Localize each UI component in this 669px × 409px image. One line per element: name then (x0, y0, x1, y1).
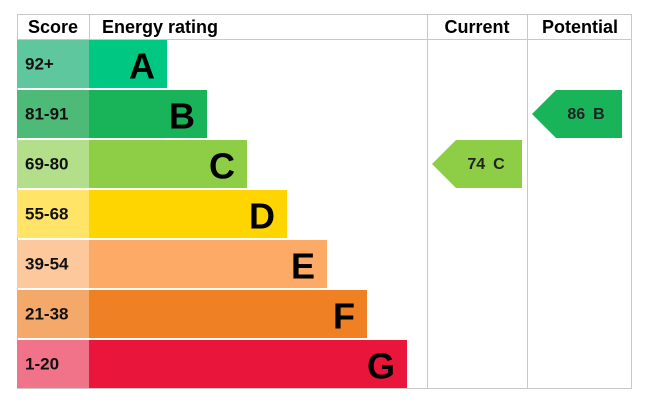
rating-bar (89, 90, 207, 138)
score-label: 21-38 (25, 305, 68, 324)
rating-letter: D (249, 196, 275, 237)
current-label: 74 C (467, 156, 505, 173)
header-current: Current (444, 17, 509, 37)
score-label: 81-91 (25, 105, 68, 124)
score-cell (17, 190, 89, 238)
score-label: 92+ (25, 55, 54, 74)
rating-letter: C (209, 146, 235, 187)
header-potential: Potential (542, 17, 618, 37)
score-cell (17, 90, 89, 138)
current-score: 74 (467, 156, 485, 173)
potential-letter: B (593, 106, 605, 123)
header-score: Score (28, 17, 78, 37)
score-cell (17, 340, 89, 388)
rating-bar (89, 240, 327, 288)
score-cell (17, 40, 89, 88)
rating-bar (89, 340, 407, 388)
potential-label: 86 B (567, 106, 604, 123)
rating-letter: G (367, 346, 395, 387)
potential-arrow (532, 90, 622, 138)
score-label: 69-80 (25, 155, 68, 174)
rating-letter: A (129, 46, 155, 87)
score-label: 39-54 (25, 255, 69, 274)
score-cell (17, 290, 89, 338)
rating-letter: B (169, 96, 195, 137)
rating-letter: F (333, 296, 355, 337)
potential-score: 86 (567, 106, 585, 123)
score-cell (17, 140, 89, 188)
rating-bar (89, 290, 367, 338)
rating-bar (89, 190, 287, 238)
score-label: 55-68 (25, 205, 68, 224)
rating-letter: E (291, 246, 315, 287)
rating-bar (89, 40, 167, 88)
current-arrow (432, 140, 522, 188)
current-letter: C (493, 156, 505, 173)
score-cell (17, 240, 89, 288)
score-label: 1-20 (25, 355, 59, 374)
header-rating: Energy rating (102, 17, 218, 37)
rating-bar (89, 140, 247, 188)
